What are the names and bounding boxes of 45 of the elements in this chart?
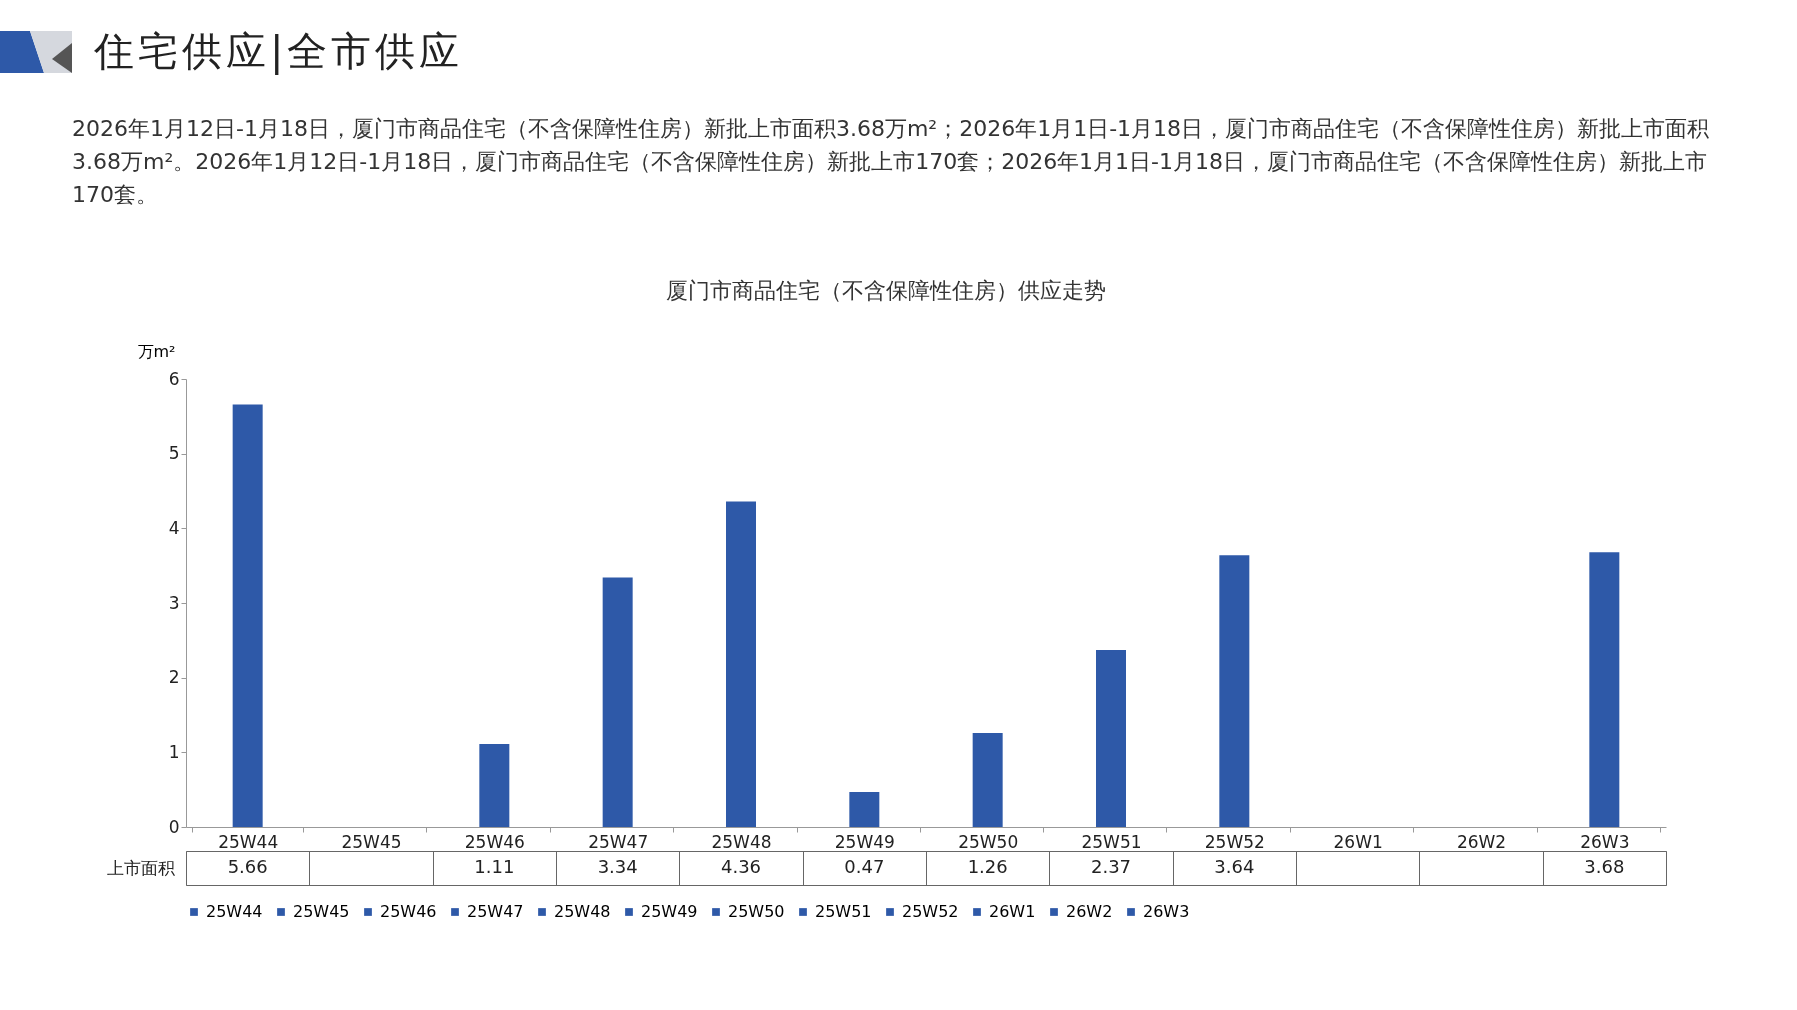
category-label: 25W47 [467,902,524,921]
category-label: 25W50 [728,902,785,921]
data-label: 0.47 [844,856,885,877]
y-tick-label: 2 [168,667,180,688]
y-tick-label: 4 [168,517,180,538]
x-tick-label: 25W49 [834,831,895,852]
x-tick-label: 25W46 [464,831,525,852]
category-label: 25W45 [293,902,350,921]
category-label: 26W1 [989,902,1036,921]
data-label: 3.34 [597,856,638,877]
text: 上市面积 [106,857,175,878]
x-tick-label: 25W47 [588,831,649,852]
data-label: 3.64 [1214,856,1255,877]
data-label: 5.66 [227,856,268,877]
data-label: 4.36 [720,856,762,877]
y-tick-label: 3 [168,592,180,613]
y-tick-label: 6 [168,368,180,389]
category-label: 25W44 [206,902,263,921]
y-axis-title: 万m² [137,341,176,361]
y-tick-label: 1 [168,741,180,762]
x-tick-label: 25W50 [958,831,1019,852]
text: 2026年1月12日-1月18日，厦门市商品住宅（不含保障性住房）新批上市面积3.68万m²；2026年1月1日-1月18日，厦门市商品住宅（不含保障性住房）新批上市面积3.68万m²。2026年1月12日-1月18日，厦门市商品住宅（不含保障性住房）新批上市170套；2026年1月1日-1月18日，厦门市商品住宅（不含保障性住房）新批上市170套。 [72,115,1711,209]
x-tick-label: 25W48 [711,831,772,852]
category-label: 26W2 [1066,902,1113,921]
data-label: 3.68 [1584,856,1625,877]
chart-title: 厦门市商品住宅（不含保障性住房）供应走势 [666,278,1106,303]
data-label: 1.11 [474,856,515,877]
x-tick-label: 25W52 [1204,831,1265,852]
x-tick-label: 25W44 [218,831,279,852]
data-label: 2.37 [1090,856,1132,877]
data-label: 1.26 [967,856,1008,877]
category-label: 25W52 [902,902,959,921]
category-label: 25W46 [380,902,437,921]
x-tick-label: 26W2 [1456,831,1507,852]
x-tick-label: 26W3 [1580,831,1630,852]
category-label: 25W48 [554,902,611,921]
y-tick-label: 5 [168,443,180,464]
category-label: 26W3 [1143,902,1190,921]
x-tick-label: 26W1 [1333,831,1383,852]
category-label: 25W51 [815,902,872,921]
x-tick-label: 25W45 [341,831,402,852]
text: 住宅供应|全市供应 [94,26,464,77]
y-tick-label: 0 [168,816,180,837]
x-tick-label: 25W51 [1081,831,1142,852]
category-label: 25W49 [641,902,698,921]
